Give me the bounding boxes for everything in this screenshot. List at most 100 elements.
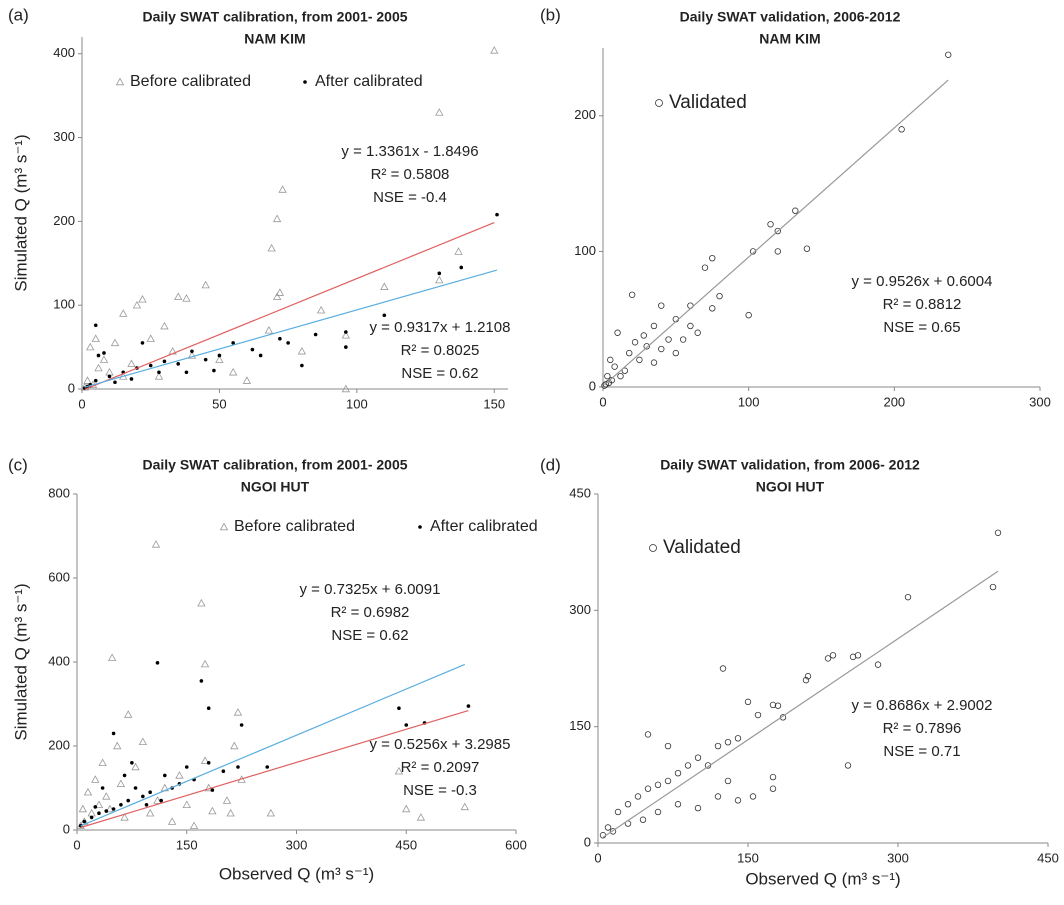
triangle-point — [124, 710, 133, 718]
triangle-point — [99, 355, 109, 363]
dot-point — [141, 794, 145, 799]
dot-point — [437, 271, 442, 276]
dot-point — [97, 811, 101, 815]
triangle-point — [230, 741, 239, 750]
circle-point — [679, 336, 687, 343]
legend-label: Before calibrated — [234, 518, 355, 535]
triangle-point — [91, 334, 100, 342]
dot-point — [206, 761, 211, 765]
dot-point — [459, 265, 464, 270]
circle-point — [672, 349, 680, 357]
y-tick-label: 0 — [584, 834, 591, 849]
circle-point — [650, 322, 658, 330]
x-tick-label: 100 — [346, 396, 368, 411]
dot-point — [397, 706, 401, 710]
annotation: y = 0.7325x + 6.0091 — [300, 581, 441, 598]
circle-point — [654, 781, 662, 789]
triangle-point — [175, 771, 184, 779]
dot-point — [418, 525, 422, 529]
annotation: NSE = 0.71 — [883, 743, 960, 760]
y-tick-label: 400 — [48, 653, 70, 668]
y-tick-label: 400 — [53, 45, 75, 60]
circle-point — [649, 544, 657, 552]
x-tick-label: 150 — [483, 396, 505, 411]
circle-point — [904, 593, 912, 601]
y-tick-label: 100 — [574, 243, 596, 258]
dot-point — [133, 786, 138, 790]
chart-title: Daily SWAT validation, from 2006- 2012 — [660, 457, 920, 473]
annotation: NSE = -0.3 — [403, 782, 477, 799]
dot-point — [157, 370, 161, 375]
dot-point — [217, 353, 222, 358]
dot-point — [126, 798, 131, 803]
circle-point — [709, 254, 716, 262]
annotation: y = 0.5256x + 3.2985 — [370, 736, 511, 753]
triangle-point — [416, 813, 426, 821]
x-tick-label: 450 — [1037, 850, 1059, 865]
x-axis-label: Observed Q (m³ s⁻¹) — [219, 864, 374, 883]
dot-point — [300, 363, 304, 368]
circle-point — [724, 738, 732, 746]
triangle-point — [228, 367, 238, 376]
circle-point — [803, 245, 811, 252]
triangle-point — [201, 280, 210, 289]
triangle-point — [435, 108, 444, 116]
triangle-point — [110, 338, 120, 347]
circle-point — [614, 808, 622, 816]
dot-point — [221, 769, 226, 773]
annotation: R² = 0.5808 — [371, 166, 450, 183]
triangle-point — [182, 800, 191, 808]
dot-point — [265, 765, 270, 769]
circle-point — [898, 126, 905, 133]
triangle-point — [266, 808, 276, 817]
y-tick-label: 100 — [53, 297, 75, 312]
annotation: NSE = 0.62 — [401, 365, 478, 382]
circle-point — [614, 329, 621, 336]
circle-point — [687, 322, 694, 330]
dot-point — [190, 349, 194, 354]
circle-point — [774, 702, 782, 709]
triangle-point — [107, 653, 117, 661]
dot-point — [122, 773, 127, 778]
circle-point — [601, 382, 608, 389]
circle-point — [631, 339, 639, 346]
dot-point — [144, 803, 149, 807]
dot-point — [89, 815, 94, 820]
circle-point — [674, 770, 682, 777]
triangle-point — [174, 292, 183, 301]
x-tick-label: 0 — [599, 394, 606, 409]
triangle-point — [132, 300, 142, 309]
panel-label: (c) — [8, 455, 28, 474]
x-tick-label: 300 — [1029, 394, 1051, 409]
circle-point — [716, 292, 723, 300]
circle-point — [644, 731, 652, 738]
annotation: R² = 0.6982 — [331, 604, 410, 621]
dot-point — [113, 380, 117, 385]
circle-point — [714, 742, 722, 750]
triangle-point — [138, 737, 148, 745]
circle-point — [665, 336, 672, 343]
triangle-point — [86, 342, 95, 351]
y-tick-label: 150 — [569, 718, 591, 733]
dot-point — [466, 704, 471, 708]
chart-title: NAM KIM — [244, 31, 305, 47]
triangle-point — [102, 792, 111, 800]
x-tick-label: 600 — [505, 837, 527, 852]
y-tick-label: 0 — [63, 821, 70, 836]
annotation: NSE = 0.62 — [331, 627, 408, 644]
circle-point — [694, 804, 702, 812]
circle-point — [617, 372, 624, 380]
circle-point — [628, 291, 636, 298]
annotation: R² = 0.2097 — [401, 759, 480, 776]
triangle-point — [278, 185, 287, 193]
dot-point — [93, 805, 98, 809]
triangle-point — [197, 598, 206, 607]
legend-label: Validated — [669, 92, 747, 113]
panel: (a) Daily SWAT calibration, from 2001- 20… — [8, 5, 510, 411]
legend-label: Before calibrated — [130, 73, 251, 90]
dot-point — [119, 803, 123, 807]
circle-point — [774, 227, 781, 235]
dot-point — [239, 723, 244, 727]
trend-line — [80, 709, 469, 829]
